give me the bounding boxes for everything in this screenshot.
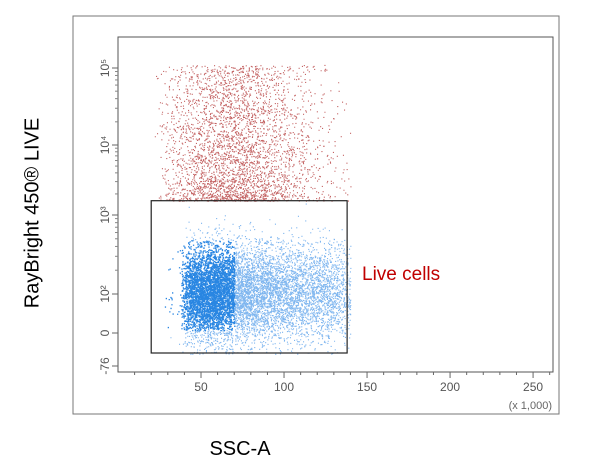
y-tick-label: 10² [98,285,112,302]
x-tick-label: 200 [440,380,460,394]
series-live-cells-core [164,240,236,332]
gate-label: Live cells [362,264,441,285]
y-axis-title: RayBright 450® LIVE [21,117,44,309]
x-tick-label: 50 [194,380,208,394]
y-tick-label: 10⁴ [98,136,112,155]
y-axis-title-box: RayBright 450® LIVE [18,93,48,333]
x-axis-title: SSC-A [209,438,271,460]
outer-frame [72,15,560,415]
y-tick-label: -76 [98,357,112,375]
y-tick-label: 0 [98,329,112,336]
y-tick-label: 10³ [98,206,112,223]
y-tick-label: 10⁵ [98,59,112,77]
gate-live-cells [150,200,348,354]
x-tick-label: 250 [523,380,543,394]
x-axis-multiplier: (x 1,000) [508,400,552,412]
series-live-cells-points [170,203,352,355]
plot-frame [117,36,554,373]
x-tick-label: 100 [274,380,294,394]
x-tick-label: 150 [357,380,377,394]
series-dead-cells-points [154,64,352,202]
